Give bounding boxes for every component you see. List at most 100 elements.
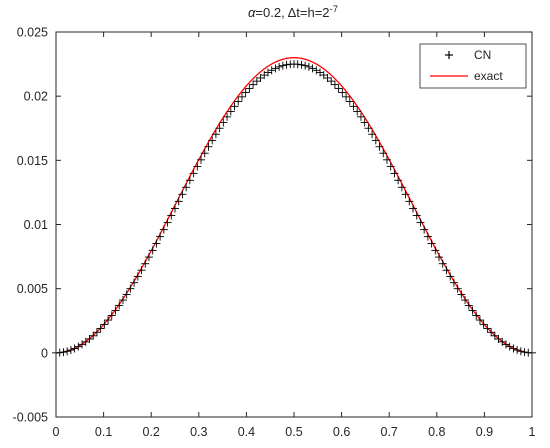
cn-marker bbox=[487, 328, 496, 337]
x-tick-label: 0.3 bbox=[190, 425, 207, 439]
x-tick-label: 0.2 bbox=[143, 425, 160, 439]
cn-marker bbox=[66, 346, 75, 355]
cn-marker bbox=[107, 311, 116, 320]
cn-marker bbox=[267, 66, 276, 75]
cn-marker bbox=[226, 107, 235, 116]
cn-marker bbox=[141, 259, 150, 268]
cn-marker bbox=[178, 190, 187, 199]
plot-area bbox=[56, 32, 532, 417]
cn-marker bbox=[271, 64, 280, 73]
cn-marker bbox=[338, 88, 347, 97]
title-alpha-symbol: α bbox=[248, 5, 256, 20]
cn-marker bbox=[219, 118, 228, 127]
cn-marker bbox=[323, 73, 332, 82]
x-tick-label: 0.8 bbox=[428, 425, 445, 439]
y-tick-label: 0.015 bbox=[17, 154, 48, 168]
cn-marker bbox=[208, 136, 217, 145]
cn-marker bbox=[446, 272, 455, 281]
cn-marker bbox=[152, 239, 161, 248]
cn-marker bbox=[449, 278, 458, 287]
x-tick-label: 1 bbox=[529, 425, 536, 439]
cn-marker bbox=[70, 344, 79, 353]
legend-label-exact: exact bbox=[474, 69, 503, 83]
x-tick-label: 0.4 bbox=[238, 425, 255, 439]
cn-marker bbox=[245, 84, 254, 93]
cn-marker bbox=[130, 278, 139, 287]
cn-marker bbox=[293, 60, 302, 69]
cn-marker bbox=[126, 284, 135, 293]
series-line-exact bbox=[55, 57, 533, 354]
cn-marker bbox=[118, 296, 127, 305]
cn-marker bbox=[435, 253, 444, 262]
cn-marker bbox=[211, 130, 220, 139]
series-layer bbox=[52, 57, 536, 357]
cn-marker bbox=[412, 211, 421, 220]
cn-marker bbox=[520, 348, 529, 357]
x-tick-label: 0.6 bbox=[333, 425, 350, 439]
x-tick-label: 0.9 bbox=[476, 425, 493, 439]
cn-marker bbox=[431, 246, 440, 255]
y-tick-label: 0.01 bbox=[24, 218, 48, 232]
x-tick-label: 0.5 bbox=[285, 425, 302, 439]
cn-marker bbox=[509, 344, 518, 353]
cn-marker bbox=[401, 190, 410, 199]
cn-marker bbox=[237, 92, 246, 101]
cn-marker bbox=[360, 118, 369, 127]
tick-layer: 0 0.1 0.2 0.3 0.4 0.5 0.6 0.7 0.8 0.9 1 -0.005 0 0.00… bbox=[13, 26, 536, 440]
cn-marker bbox=[416, 218, 425, 227]
cn-marker bbox=[405, 197, 414, 206]
cn-marker bbox=[144, 253, 153, 262]
cn-marker bbox=[304, 62, 313, 71]
cn-marker bbox=[438, 259, 447, 268]
cn-marker bbox=[234, 97, 243, 106]
cn-marker bbox=[330, 80, 339, 89]
x-tick-label: 0.1 bbox=[95, 425, 112, 439]
x-tick-label: 0.7 bbox=[381, 425, 398, 439]
legend-marker-cn bbox=[445, 51, 453, 59]
cn-marker bbox=[368, 130, 377, 139]
cn-marker bbox=[252, 77, 261, 86]
cn-marker bbox=[171, 204, 179, 213]
cn-marker bbox=[382, 155, 391, 164]
cn-marker bbox=[353, 107, 362, 116]
y-tick-label: 0.005 bbox=[17, 282, 48, 296]
cn-marker bbox=[468, 306, 477, 315]
cn-marker bbox=[92, 328, 101, 337]
title-step-text: t=h=2 bbox=[296, 5, 329, 20]
cn-marker bbox=[472, 311, 481, 320]
cn-marker bbox=[364, 124, 373, 133]
y-tick-label: -0.005 bbox=[13, 411, 48, 425]
cn-marker bbox=[282, 60, 291, 69]
cn-marker bbox=[185, 176, 194, 185]
cn-marker bbox=[104, 316, 113, 325]
cn-marker bbox=[96, 324, 105, 333]
title-delta-symbol: Δ bbox=[288, 5, 297, 20]
cn-marker bbox=[356, 112, 365, 121]
cn-marker bbox=[386, 162, 395, 171]
cn-marker bbox=[137, 266, 146, 275]
cn-marker bbox=[371, 136, 380, 145]
cn-marker bbox=[342, 92, 351, 101]
cn-marker bbox=[204, 142, 213, 151]
legend: CN exact bbox=[419, 43, 527, 89]
title-exponent: -7 bbox=[330, 4, 338, 15]
cn-marker bbox=[278, 61, 287, 70]
cn-marker bbox=[516, 347, 525, 356]
cn-marker bbox=[85, 334, 94, 343]
cn-marker bbox=[89, 331, 98, 340]
cn-marker bbox=[197, 155, 206, 164]
cn-marker bbox=[334, 84, 343, 93]
cn-marker bbox=[167, 211, 176, 220]
cn-marker bbox=[249, 80, 258, 89]
cn-marker bbox=[483, 324, 492, 333]
cn-marker bbox=[505, 342, 514, 351]
chart-title: α=0.2, Δt=h=2-7 bbox=[248, 4, 338, 20]
cn-marker bbox=[223, 112, 232, 121]
cn-marker bbox=[513, 346, 522, 355]
cn-marker bbox=[148, 246, 157, 255]
cn-marker bbox=[390, 169, 399, 178]
cn-marker bbox=[59, 348, 68, 357]
cn-marker bbox=[349, 102, 358, 111]
cn-marker bbox=[420, 225, 429, 234]
